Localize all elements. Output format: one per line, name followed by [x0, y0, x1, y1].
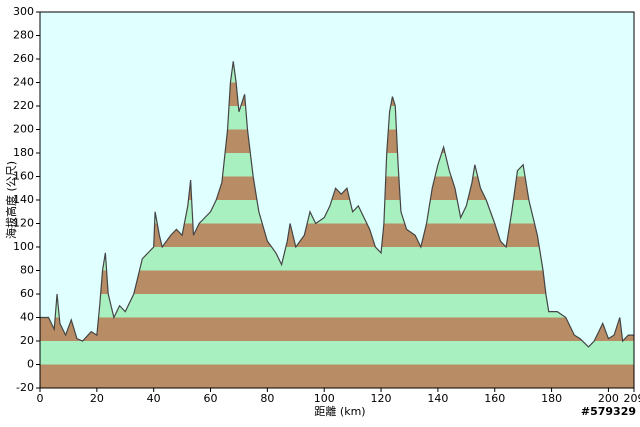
- x-tick-label: 180: [541, 392, 562, 405]
- elevation-band: [40, 365, 634, 389]
- y-tick-label: 200: [13, 123, 34, 136]
- x-tick-label: 80: [260, 392, 274, 405]
- x-tick-label: 40: [147, 392, 161, 405]
- annotation: #579329: [581, 405, 636, 418]
- elevation-band: [40, 318, 634, 342]
- x-tick-label: 200: [598, 392, 619, 405]
- x-tick-label: 100: [314, 392, 335, 405]
- y-tick-label: 220: [13, 99, 34, 112]
- y-tick-label: 100: [13, 240, 34, 253]
- x-tick-label: 209: [624, 392, 640, 405]
- y-tick-label: -20: [16, 381, 34, 394]
- y-tick-label: 160: [13, 170, 34, 183]
- elevation-band: [40, 341, 634, 365]
- x-tick-label: 20: [90, 392, 104, 405]
- y-tick-label: 80: [20, 264, 34, 277]
- y-tick-label: 140: [13, 193, 34, 206]
- y-tick-label: 60: [20, 287, 34, 300]
- x-tick-label: 0: [37, 392, 44, 405]
- x-tick-label: 120: [371, 392, 392, 405]
- x-axis-label: 距離 (km): [314, 404, 365, 418]
- y-tick-label: 120: [13, 217, 34, 230]
- y-tick-label: 20: [20, 334, 34, 347]
- x-tick-label: 140: [427, 392, 448, 405]
- x-tick-label: 60: [204, 392, 218, 405]
- y-tick-label: 240: [13, 76, 34, 89]
- y-tick-label: 280: [13, 29, 34, 42]
- y-tick-label: 300: [13, 5, 34, 18]
- x-tick-label: 160: [484, 392, 505, 405]
- y-tick-label: 40: [20, 311, 34, 324]
- y-tick-label: 260: [13, 52, 34, 65]
- y-tick-label: 180: [13, 146, 34, 159]
- y-tick-label: 0: [27, 358, 34, 371]
